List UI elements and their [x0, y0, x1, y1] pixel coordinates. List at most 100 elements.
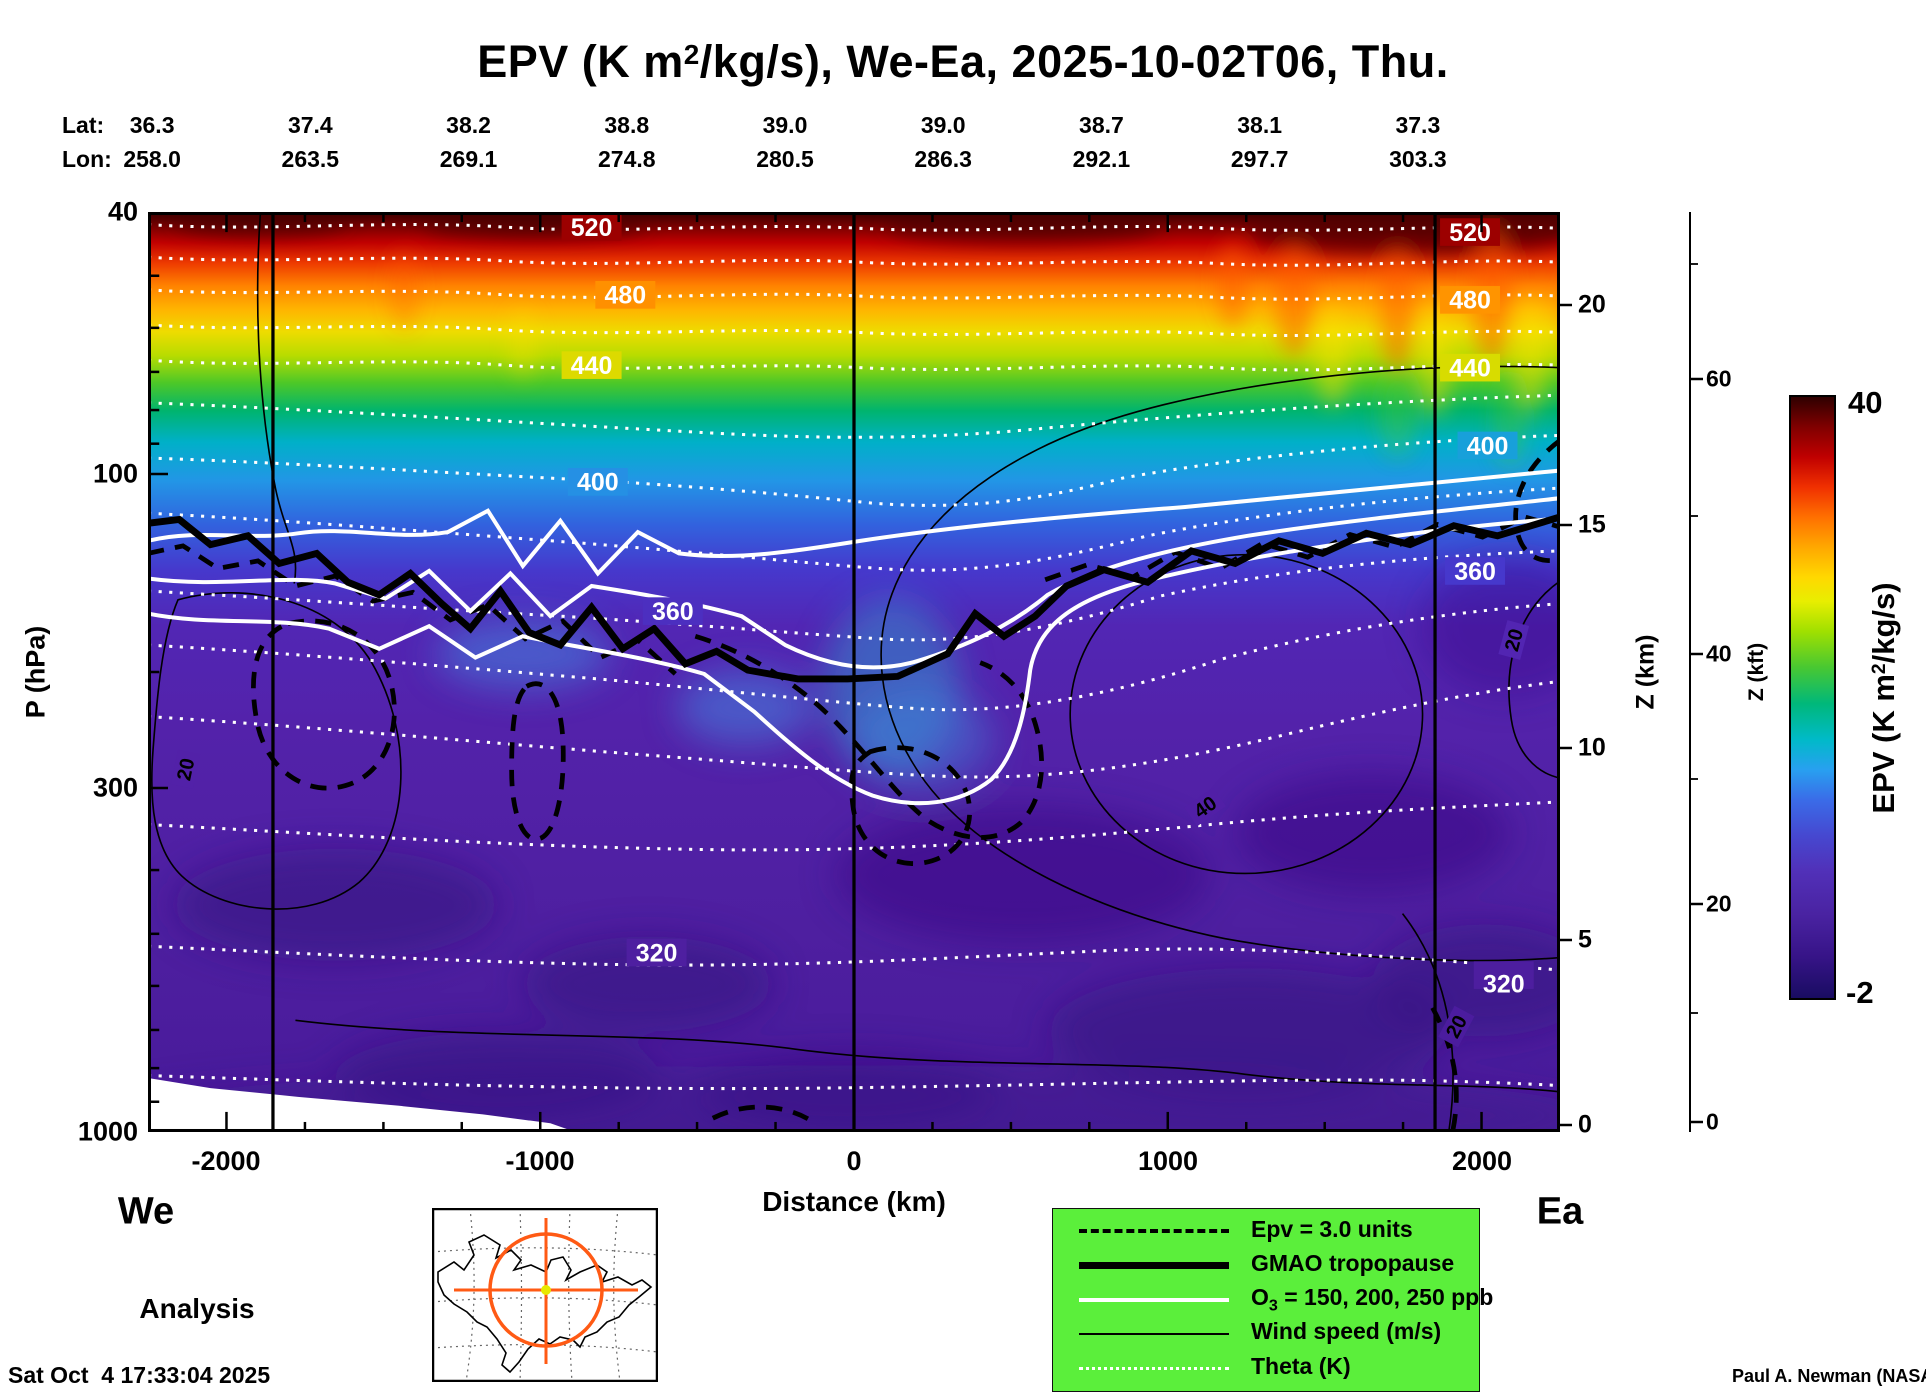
lat-value: 37.3	[1395, 112, 1441, 138]
map-border	[432, 1208, 658, 1382]
credit: Paul A. Newman (NASA	[1732, 1366, 1926, 1386]
lon-value: 297.7	[1230, 146, 1289, 172]
pressure-axis-label: P (hPa)	[20, 625, 51, 719]
z-km-ticks	[1560, 303, 1572, 1127]
altitude-axes	[1560, 212, 1703, 1132]
distance-tick: 1000	[1137, 1146, 1199, 1176]
analysis-label: Analysis	[139, 1293, 255, 1324]
theta-label: 440	[1449, 354, 1491, 382]
z-km-axis-label: Z (km)	[1631, 634, 1660, 710]
west-endpoint-label: We	[117, 1190, 175, 1233]
lat-value: 39.0	[762, 112, 808, 138]
theta-label: 320	[1483, 971, 1525, 999]
z-kft-tick: 0	[1706, 1108, 1719, 1135]
lon-value: 292.1	[1072, 146, 1131, 172]
z-km-tick: 20	[1578, 290, 1606, 319]
epv-colorbar	[1789, 395, 1836, 1000]
legend-item-label: GMAO tropopause	[1251, 1249, 1455, 1276]
tropopause-line-sample	[1079, 1262, 1229, 1270]
wind-line-sample	[1079, 1333, 1229, 1336]
lon-value: 280.5	[756, 146, 814, 172]
title-post: /kg/s), We-Ea, 2025-10-02T06, Thu.	[699, 36, 1449, 87]
lat-value: 38.7	[1079, 112, 1124, 138]
locator-map	[432, 1208, 658, 1382]
lon-value: 274.8	[597, 146, 656, 172]
colorbar-label-superscript: 2	[1869, 663, 1891, 675]
epv3-dashed-contours	[148, 438, 1560, 1132]
z-kft-tick: 20	[1706, 890, 1732, 917]
theta-label: 480	[1449, 287, 1491, 315]
waypoint-lines	[271, 212, 1437, 1132]
legend-item: GMAO tropopause	[1053, 1250, 1479, 1282]
colorbar-min: -2	[1846, 975, 1874, 1010]
title-superscript: 2	[683, 39, 700, 71]
theta-label: 320	[636, 939, 678, 967]
plot-border	[148, 212, 1560, 1132]
legend-item-label: Theta (K)	[1251, 1352, 1351, 1379]
pressure-tick: 1000	[77, 1116, 138, 1147]
wind-speed-contours	[151, 212, 1560, 1132]
theta-label: 360	[652, 598, 694, 626]
z-kft-tick: 60	[1706, 365, 1732, 392]
lat-value: 38.1	[1237, 112, 1283, 138]
legend-item: Wind speed (m/s)	[1053, 1318, 1479, 1350]
legend-item-label: Epv = 3.0 units	[1251, 1215, 1413, 1242]
lon-value: 269.1	[439, 146, 498, 172]
theta-label: 520	[571, 214, 613, 242]
z-km-tick: 10	[1578, 733, 1606, 762]
page-title: EPV (K m2/kg/s), We-Ea, 2025-10-02T06, T…	[0, 36, 1926, 88]
lat-label: Lat:	[62, 112, 105, 138]
z-kft-axis	[1689, 212, 1703, 1132]
distance-tick: -1000	[505, 1146, 575, 1176]
lat-value: 37.4	[287, 112, 333, 138]
epv-dashed-line-sample	[1079, 1229, 1229, 1234]
lon-value: 258.0	[123, 146, 181, 172]
lat-values-row: 36.3 37.4 38.2 38.8 39.0 39.0 38.7 38.1 37.3	[73, 112, 1497, 139]
map-coastline	[437, 1234, 653, 1374]
pressure-tick: 100	[92, 458, 138, 489]
pressure-tick: 300	[92, 772, 138, 803]
distance-tick: -2000	[191, 1146, 261, 1176]
title-pre: EPV (K m	[477, 36, 684, 87]
legend-item: Epv = 3.0 units	[1053, 1216, 1479, 1248]
theta-label: 400	[1467, 432, 1509, 460]
legend-item: Theta (K)	[1053, 1353, 1479, 1385]
legend: Epv = 3.0 units GMAO tropopause O3 = 150…	[1052, 1208, 1493, 1392]
z-kft-axis-label: Z (kft)	[1745, 642, 1768, 702]
ozone-line-sample	[1079, 1298, 1229, 1302]
distance-tick: 0	[846, 1146, 862, 1176]
wind-label: 20	[173, 756, 199, 782]
colorbar-label-pre: EPV (K m	[1866, 674, 1901, 814]
epv-field	[148, 212, 1560, 1132]
colorbar-max: 40	[1848, 385, 1883, 420]
theta-label: 520	[1449, 219, 1491, 247]
z-km-tick: 15	[1578, 510, 1606, 539]
ozone-contours	[148, 468, 1560, 806]
wind-contour-labels: 20 40 20 20	[170, 620, 1530, 1048]
lat-value: 38.8	[604, 112, 650, 138]
theta-label: 360	[1454, 558, 1496, 586]
lon-label: Lon:	[62, 146, 112, 172]
terrain-mask	[148, 1078, 576, 1132]
lat-value: 38.2	[446, 112, 491, 138]
z-kft-tick: 40	[1706, 640, 1732, 667]
z-km-tick: 5	[1578, 925, 1592, 954]
lon-values-row: 258.0 263.5 269.1 274.8 280.5 286.3 292.1 297.7…	[73, 146, 1497, 173]
lat-value: 36.3	[129, 112, 175, 138]
tropopause-line	[148, 513, 1560, 683]
lat-value: 39.0	[920, 112, 966, 138]
theta-line-sample	[1079, 1367, 1229, 1371]
theta-contour-labels: 520 480 440 400 360 320 520 480 440 400 …	[561, 213, 1534, 999]
theta-contours	[148, 223, 1560, 1091]
theta-label: 480	[604, 282, 646, 310]
legend-item: O3 = 150, 200, 250 ppb	[1053, 1284, 1493, 1316]
distance-tick: 2000	[1451, 1146, 1513, 1176]
legend-item-label: O3 = 150, 200, 250 ppb	[1251, 1284, 1494, 1315]
lon-value: 263.5	[281, 146, 340, 172]
section-center-marker	[541, 1285, 551, 1295]
theta-label: 440	[571, 352, 613, 380]
distance-axis-label: Distance (km)	[762, 1186, 946, 1217]
timestamp: Sat Oct 4 17:33:04 2025	[8, 1362, 271, 1388]
z-km-tick: 0	[1578, 1110, 1592, 1139]
